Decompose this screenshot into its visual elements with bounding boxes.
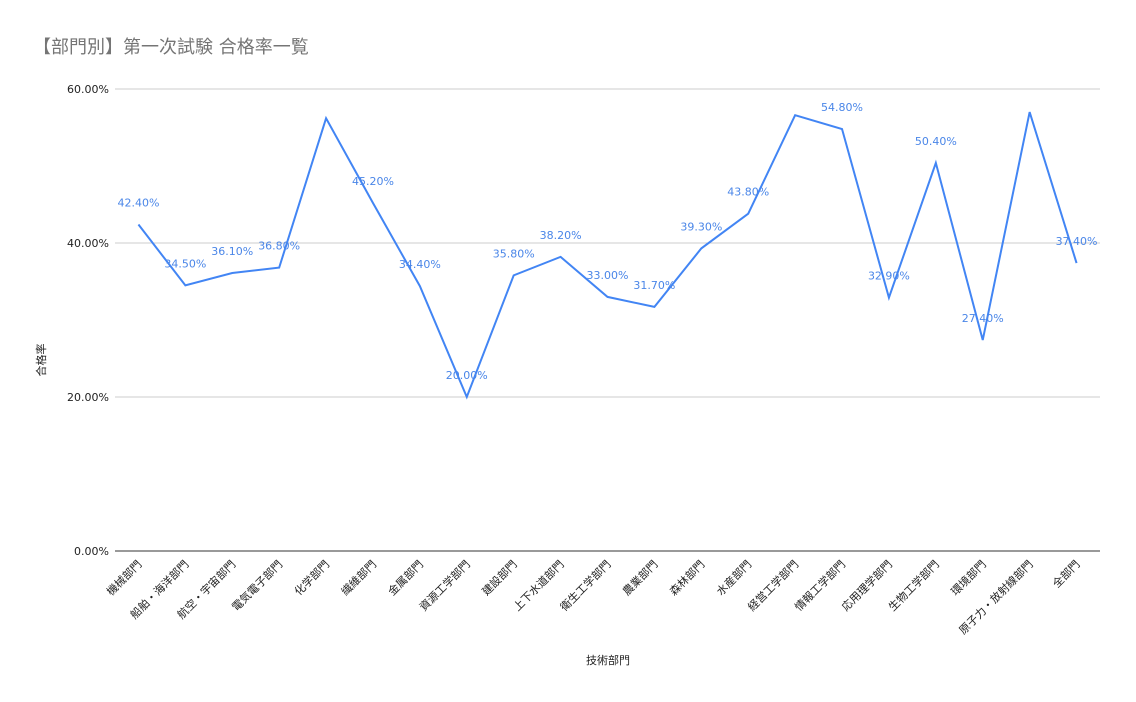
line: [137, 111, 1078, 400]
y-tick-label: 20.00%: [67, 391, 109, 404]
x-axis-title: 技術部門: [586, 653, 630, 667]
data-label: 39.30%: [680, 220, 722, 233]
y-axis-title: 合格率: [34, 344, 48, 377]
y-tick-label: 60.00%: [67, 83, 109, 96]
data-label: 32.90%: [868, 270, 910, 283]
data-label: 50.40%: [915, 135, 957, 148]
data-label: 36.80%: [258, 240, 300, 253]
data-label: 20.00%: [446, 369, 488, 382]
data-label: 54.80%: [821, 101, 863, 114]
data-label: 33.00%: [587, 269, 629, 282]
data-label: 35.80%: [493, 247, 535, 260]
y-tick-label: 40.00%: [67, 237, 109, 250]
data-label: 37.40%: [1056, 235, 1098, 248]
data-label: 45.20%: [352, 175, 394, 188]
data-label: 36.10%: [211, 245, 253, 258]
data-label: 43.80%: [727, 186, 769, 199]
chart-title: 【部門別】第一次試験 合格率一覧: [33, 37, 309, 58]
y-tick-label: 0.00%: [74, 545, 109, 558]
data-label: 38.20%: [540, 229, 582, 242]
data-label: 42.40%: [117, 197, 159, 210]
data-label: 31.70%: [633, 279, 675, 292]
data-label: 34.40%: [399, 258, 441, 271]
data-label: 34.50%: [164, 257, 206, 270]
data-label: 27.40%: [962, 312, 1004, 325]
